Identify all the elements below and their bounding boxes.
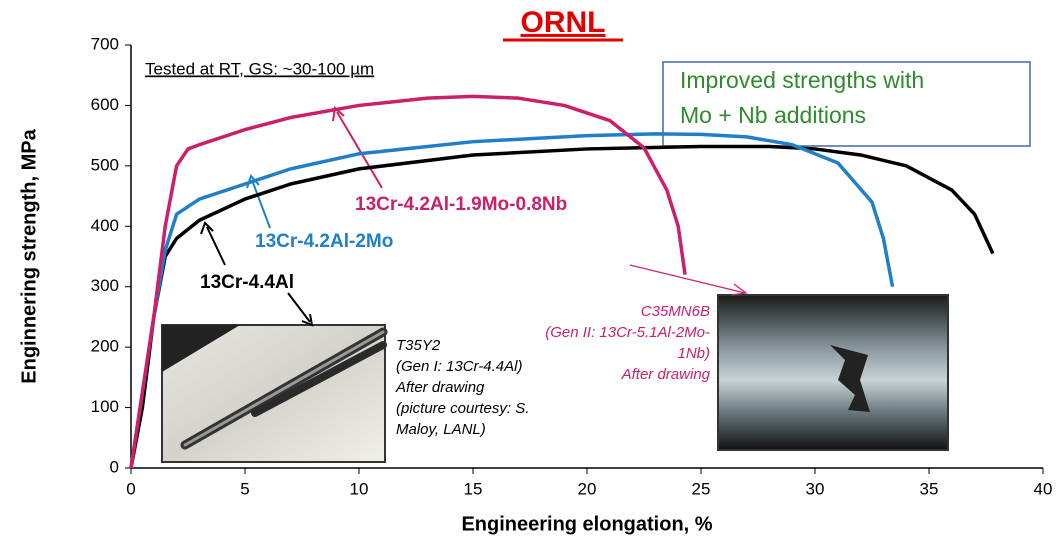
x-tick-label: 20	[578, 479, 597, 498]
x-tick-label: 25	[692, 479, 711, 498]
x-tick-label: 15	[464, 479, 483, 498]
annotation: (Gen I: 13Cr-4.4Al)	[396, 358, 522, 375]
annotation: Tested at RT, GS: ~30-100 µm	[145, 59, 374, 78]
annotation: After drawing	[621, 366, 711, 383]
x-axis-label: Engineering elongation, %	[461, 513, 712, 535]
x-tick-label: 40	[1034, 479, 1053, 498]
x-tick-label: 0	[126, 479, 135, 498]
y-tick-label: 100	[91, 397, 119, 416]
series-label: 13Cr-4.4Al	[200, 272, 294, 293]
annotation: 1Nb)	[677, 345, 710, 362]
y-tick-label: 700	[91, 34, 119, 53]
y-axis-label: Enginnering strength, MPa	[18, 128, 40, 383]
y-tick-label: 500	[91, 155, 119, 174]
photo-fracture	[718, 295, 948, 450]
y-tick-label: 0	[110, 457, 119, 476]
y-tick-label: 200	[91, 337, 119, 356]
series-label: 13Cr-4.2Al-2Mo	[255, 231, 393, 252]
annotation: Improved strengths with	[680, 67, 924, 93]
annotation: After drawing	[395, 379, 485, 396]
x-tick-label: 5	[240, 479, 249, 498]
annotation: Maloy, LANL)	[396, 421, 486, 438]
annotation: Mo + Nb additions	[680, 102, 866, 128]
y-tick-label: 300	[91, 276, 119, 295]
annotation: (picture courtesy: S.	[396, 400, 529, 417]
y-tick-label: 400	[91, 216, 119, 235]
series-label: 13Cr-4.2Al-1.9Mo-0.8Nb	[355, 194, 567, 215]
y-tick-label: 600	[91, 95, 119, 114]
annotation: C35MN6B	[641, 303, 710, 320]
chart-title: ORNL	[521, 6, 606, 39]
page: {"chart_data": { "type": "line", "title"…	[0, 0, 1064, 542]
x-tick-label: 35	[920, 479, 939, 498]
annotation: T35Y2	[396, 337, 441, 354]
x-tick-label: 30	[806, 479, 825, 498]
x-tick-label: 10	[350, 479, 369, 498]
annotation: (Gen II: 13Cr-5.1Al-2Mo-	[545, 324, 710, 341]
chart: ORNL 0 100 200 300 400 500 600 700 0 5 10 15 20 25 30 35…	[0, 0, 1064, 542]
